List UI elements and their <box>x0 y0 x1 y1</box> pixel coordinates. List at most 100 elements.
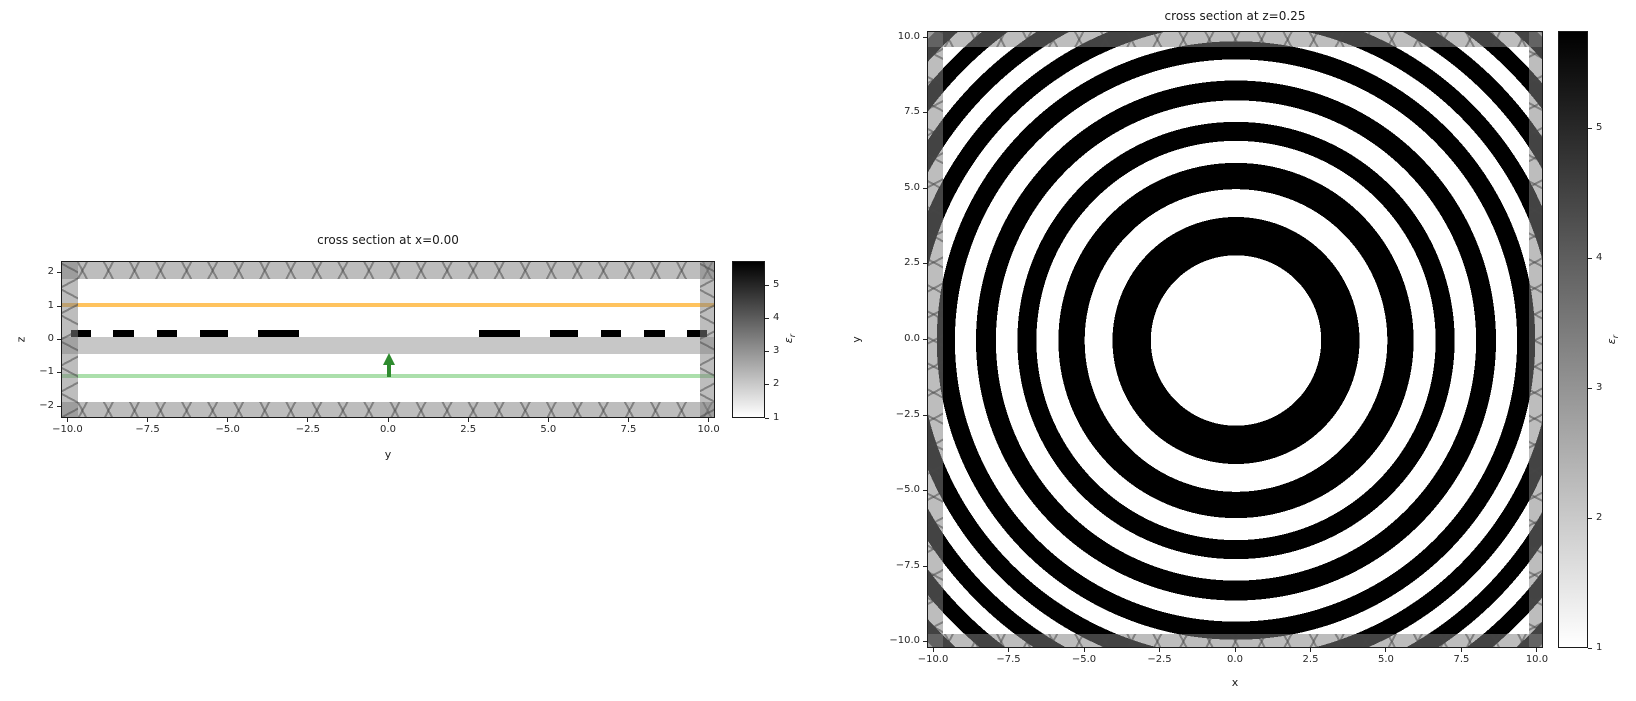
left-plot-xtick-mark <box>147 418 149 422</box>
right-plot-xtick-mark <box>1008 648 1010 652</box>
left-plot-ytick-mark <box>57 272 61 274</box>
right-plot-ytick-label: −7.5 <box>895 559 920 571</box>
left-plot-ytick-label: 0 <box>47 333 54 344</box>
right-plot-xtick-label: 7.5 <box>1453 654 1470 665</box>
source-arrow-head <box>382 353 395 366</box>
left-plot-xtick-label: 10.0 <box>697 424 720 435</box>
left-plot-axes <box>61 261 715 418</box>
right-plot-ytick-label: 0.0 <box>904 333 920 344</box>
left-plot-xtick-mark <box>307 418 309 422</box>
right-plot-title: cross section at z=0.25 <box>1164 9 1306 23</box>
left-colorbar-tick-mark <box>765 318 769 320</box>
right-plot-xtick-mark <box>1159 648 1160 652</box>
left-colorbar-tick-mark <box>765 351 769 353</box>
right-plot-ytick-mark <box>923 36 927 38</box>
left-plot-xtick-label: 7.5 <box>620 424 637 435</box>
right-plot-xtick-label: −7.5 <box>996 654 1021 665</box>
right-plot-ytick-label: −10.0 <box>889 635 920 647</box>
right-plot-ylabel: y <box>849 336 863 343</box>
left-colorbar-tick-mark <box>765 384 769 386</box>
pml-region-bottom <box>928 633 1542 647</box>
right-colorbar-tick-mark <box>1588 127 1592 129</box>
right-plot-ytick-mark <box>923 414 927 416</box>
left-plot-xtick-label: −5.0 <box>215 424 240 435</box>
left-plot-ytick-mark <box>57 305 61 307</box>
substrate-slab <box>62 337 714 354</box>
left-colorbar-label: εr <box>782 333 798 344</box>
right-plot-xtick-label: 5.0 <box>1378 654 1394 665</box>
right-plot-ytick-mark <box>923 565 927 567</box>
right-plot-xtick-mark <box>1083 648 1085 652</box>
right-plot-xtick-label: 2.5 <box>1302 654 1319 665</box>
pml-region-right <box>1528 32 1542 647</box>
right-plot-ytick-mark <box>923 490 927 492</box>
right-plot-ytick-mark <box>923 263 927 265</box>
right-plot-xtick-mark <box>932 648 934 652</box>
left-colorbar <box>732 261 765 418</box>
left-plot-xtick-mark <box>66 418 68 422</box>
left-colorbar-tick-label: 4 <box>773 312 780 324</box>
left-plot-xtick-label: 5.0 <box>540 424 557 435</box>
right-plot-ytick-mark <box>923 112 927 114</box>
right-colorbar-tick-label: 1 <box>1596 641 1603 653</box>
left-plot-ytick-label: −2 <box>39 399 54 411</box>
ring-dash <box>112 330 135 338</box>
right-plot-xtick-label: 0.0 <box>1227 654 1243 665</box>
right-plot-xtick-mark <box>1385 648 1387 652</box>
right-plot-ytick-label: 10.0 <box>897 30 920 42</box>
left-plot-title: cross section at x=0.00 <box>317 233 459 247</box>
ring-dash <box>687 330 707 338</box>
left-plot-xtick-label: −10.0 <box>52 424 83 435</box>
left-plot-xlabel: y <box>384 448 392 461</box>
left-plot-xtick-label: 0.0 <box>380 424 396 435</box>
left-plot-xtick-mark <box>547 418 549 422</box>
left-colorbar-tick-label: 3 <box>773 345 780 357</box>
ring-dash <box>549 330 578 338</box>
right-colorbar-tick-label: 5 <box>1596 121 1603 133</box>
right-plot-xtick-label: 10.0 <box>1525 654 1549 665</box>
right-plot-ytick-mark <box>923 339 927 340</box>
pml-region-bottom <box>62 402 714 417</box>
right-colorbar-tick-mark <box>1588 387 1592 389</box>
right-plot-xtick-mark <box>1234 648 1236 652</box>
pml-region-left <box>62 262 79 417</box>
left-plot-ytick-label: −1 <box>39 366 54 378</box>
zone-plate-rings <box>928 32 1542 647</box>
left-plot-xtick-label: −2.5 <box>295 424 320 435</box>
right-colorbar-tick-mark <box>1588 257 1592 259</box>
right-plot-ytick-mark <box>923 187 927 189</box>
ring-dash <box>643 330 666 338</box>
left-plot-xtick-label: −7.5 <box>135 424 160 435</box>
right-colorbar-tick-mark <box>1588 517 1592 519</box>
left-colorbar-tick-mark <box>765 285 769 287</box>
right-plot-ytick-label: 5.0 <box>904 181 920 193</box>
right-plot-axes <box>927 31 1543 648</box>
right-plot-ytick-label: −2.5 <box>895 408 920 420</box>
right-plot-ytick-mark <box>923 641 927 643</box>
right-colorbar-tick-label: 4 <box>1596 251 1603 263</box>
pml-region-top <box>928 32 1542 48</box>
ring-dash <box>71 330 91 338</box>
monitor-line-orange <box>62 302 714 307</box>
right-plot-xtick-label: −2.5 <box>1147 654 1172 665</box>
right-plot-xtick-label: −10.0 <box>917 654 949 665</box>
left-plot-ytick-mark <box>57 339 61 340</box>
ring-dash <box>600 330 622 338</box>
right-colorbar-tick-label: 3 <box>1596 381 1603 393</box>
left-plot-xtick-mark <box>467 418 469 422</box>
right-plot-xtick-mark <box>1309 648 1311 652</box>
left-plot-xtick-label: 2.5 <box>460 424 477 435</box>
ring-dash <box>156 330 178 338</box>
left-plot-ytick-label: 1 <box>47 299 54 311</box>
right-colorbar <box>1558 31 1588 648</box>
left-colorbar-tick-label: 1 <box>773 411 780 423</box>
right-colorbar-tick-mark <box>1588 647 1592 649</box>
right-plot-xlabel: x <box>1231 676 1239 689</box>
left-colorbar-tick-mark <box>765 417 769 419</box>
ring-dash <box>479 330 521 338</box>
right-plot-ytick-label: −5.0 <box>895 484 920 496</box>
left-plot-xtick-mark <box>708 418 710 422</box>
pml-region-right <box>699 262 714 417</box>
source-arrow-shaft <box>387 364 391 378</box>
